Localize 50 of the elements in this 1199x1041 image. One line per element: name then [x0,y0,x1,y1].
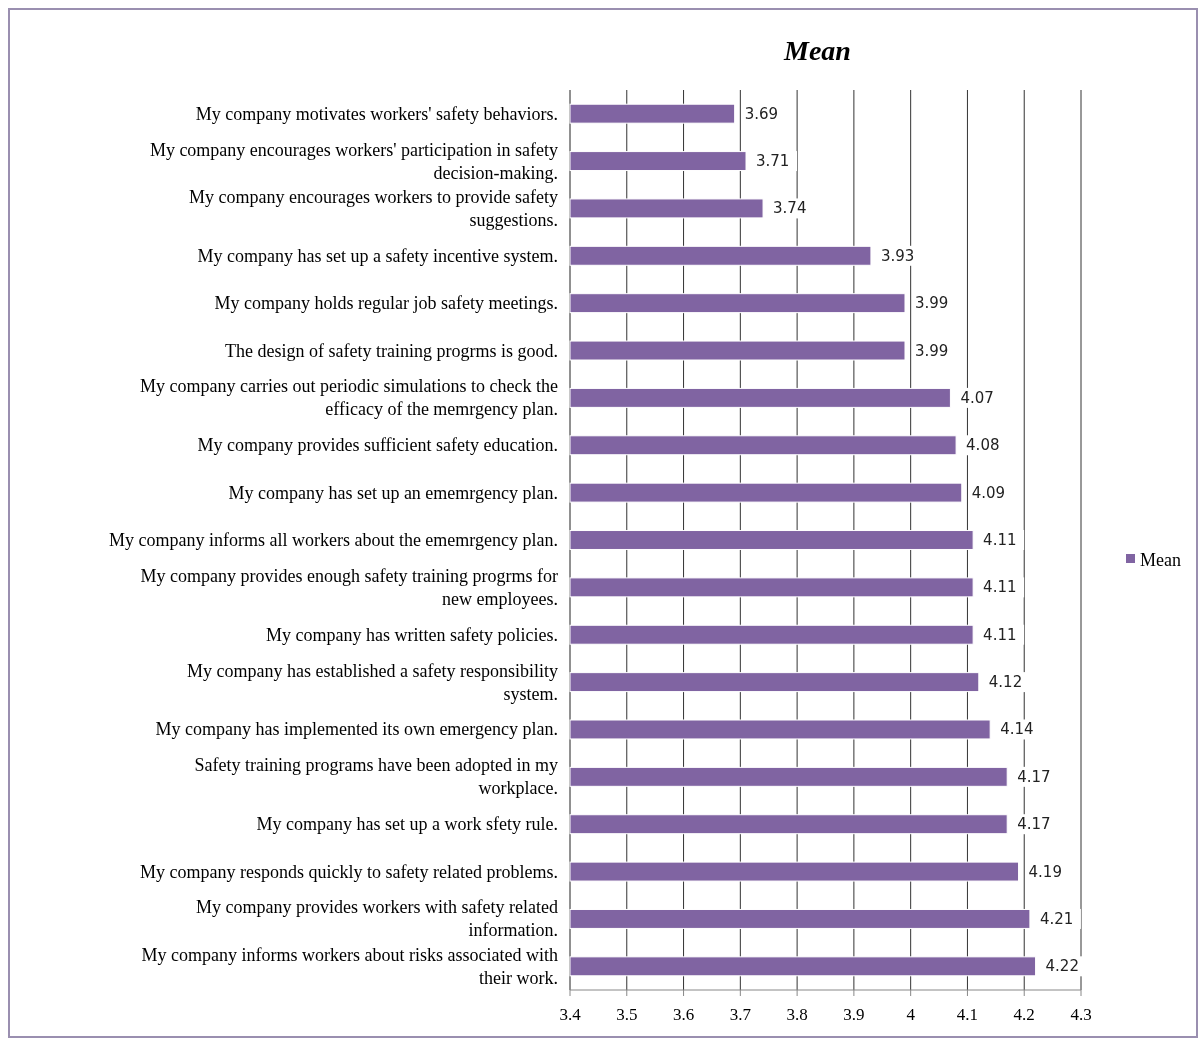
x-tick-label: 3.7 [729,1005,752,1024]
y-tick-label: My company provides sufficient safety education. [197,435,558,456]
data-label: 3.93 [880,246,915,265]
y-tick-label: My company has implemented its own emergency plan. [155,719,558,740]
data-label: 4.22 [1045,957,1079,976]
data-label: 4.17 [1017,815,1051,834]
data-label: 4.11 [983,625,1017,644]
data-label: 4.08 [966,436,1000,455]
data-label: 3.69 [744,104,779,123]
y-tick-label: My company has set up a safety incentive system. [197,245,558,266]
data-label: 4.12 [988,673,1023,692]
data-label: 4.21 [1039,909,1074,928]
data-label: 3.74 [773,199,807,218]
x-tick-label: 4 [906,1005,916,1024]
data-label: 4.19 [1028,862,1062,881]
x-tick-label: 4.2 [1013,1005,1035,1024]
x-tick-label: 3.4 [559,1005,582,1024]
data-label: 3.71 [756,152,790,171]
chart-title: Mean [783,35,851,66]
y-tick-label: My company holds regular job safety meetings. [214,293,558,314]
x-tick-label: 3.9 [843,1005,865,1024]
data-label: 4.11 [983,578,1017,597]
y-tick-label: Safety training programs have been adopted in my workplace. [194,755,558,799]
data-label: 4.14 [1000,720,1034,739]
data-label: 4.17 [1017,767,1051,786]
data-label: 4.09 [971,483,1006,502]
y-tick-label: My company informs all workers about the ememrgency plan. [108,530,558,550]
data-label: 4.07 [960,388,994,407]
y-tick-label: My company carries out periodic simulations to check the efficacy of the memrgency plan. [140,376,558,420]
y-tick-label: My company informs workers about risks associated with their work. [141,944,558,988]
x-tick-label: 4.1 [956,1005,979,1024]
y-tick-label: My company provides workers with safety related information. [196,897,558,941]
data-label: 3.99 [914,341,949,360]
y-tick-label: My company has established a safety responsibility system. [187,660,558,704]
x-tick-label: 4.3 [1070,1005,1092,1024]
y-tick-label: My company has set up an ememrgency plan. [228,482,558,503]
x-tick-label: 3.8 [786,1005,808,1024]
y-tick-label: My company has set up a work sfety rule. [256,814,558,835]
data-label: 3.99 [914,294,949,313]
legend-label: Mean [1140,550,1181,570]
y-tick-label: My company encourages workers' participation in safety decision-making. [149,139,558,183]
x-tick-label: 3.6 [672,1005,695,1024]
y-tick-label: My company motivates workers' safety behaviors. [195,103,558,124]
x-tick-label: 3.5 [616,1005,638,1024]
y-tick-label: My company encourages workers to provide safety suggestions. [189,186,558,230]
y-tick-label: My company responds quickly to safety related problems. [140,861,558,882]
y-tick-label: My company provides enough safety training progrms for new employees. [140,565,558,609]
y-tick-label: The design of safety training progrms is good. [225,340,558,361]
data-label: 4.11 [983,531,1017,549]
y-tick-label: My company has written safety policies. [266,624,558,645]
